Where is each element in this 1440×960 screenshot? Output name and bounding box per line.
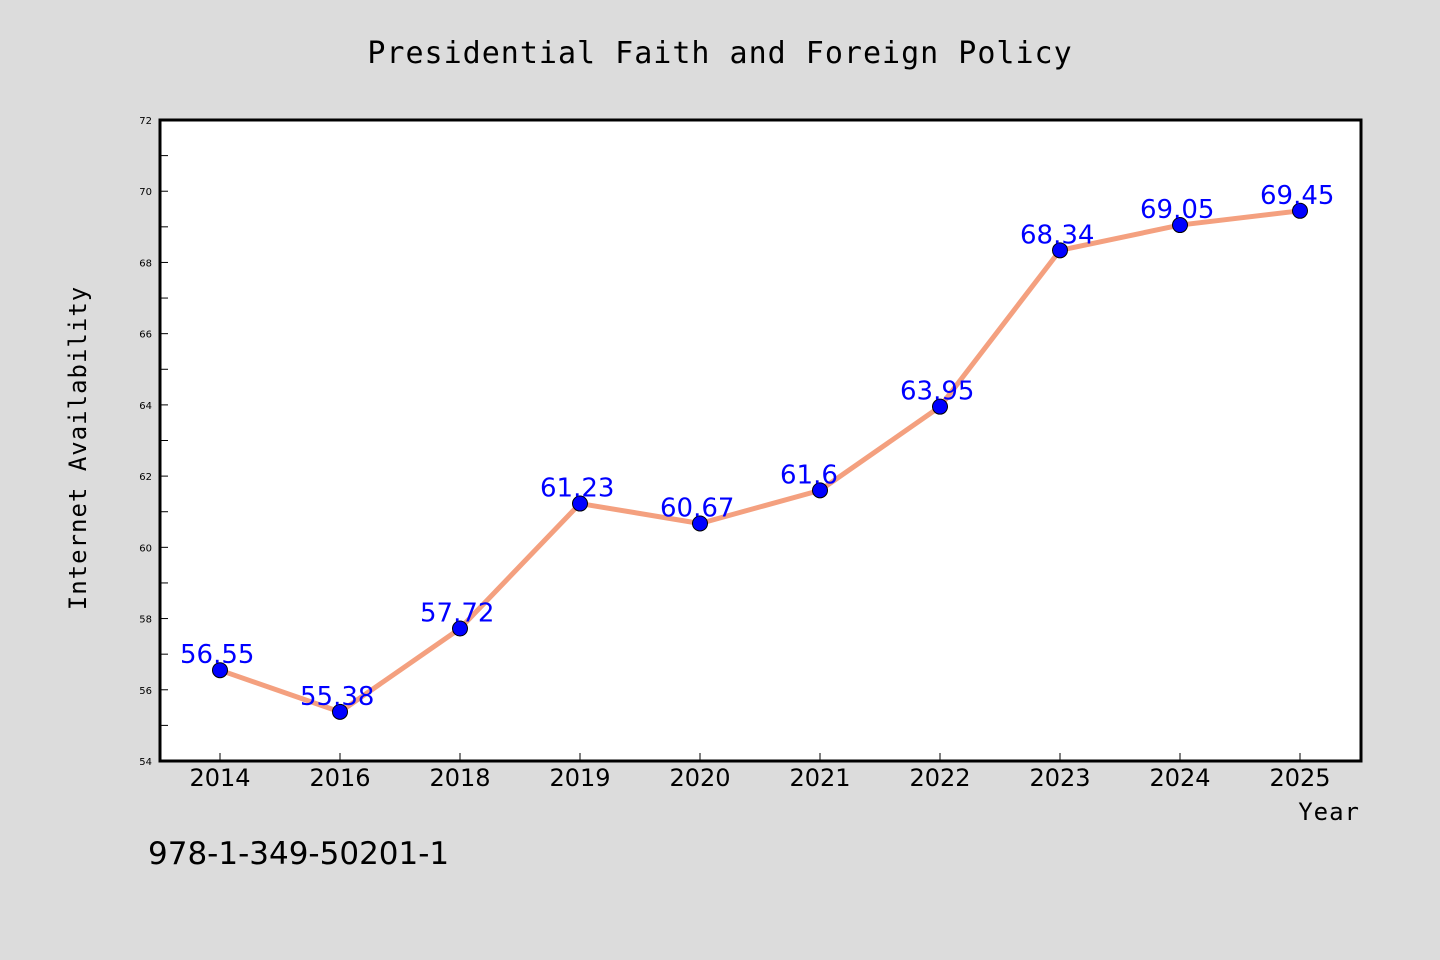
data-point: [692, 515, 708, 532]
data-point: [1292, 202, 1308, 219]
x-tick-label: 2016: [309, 764, 370, 792]
x-tick-label: 2022: [909, 764, 970, 792]
y-axis-label: Internet Availability: [64, 286, 92, 610]
x-tick-label: 2020: [669, 764, 730, 792]
x-tick-label: 2025: [1269, 764, 1330, 792]
x-axis-label: Year: [1298, 798, 1360, 826]
y-tick-label: 72: [139, 116, 152, 127]
data-label: 57.72: [420, 599, 494, 629]
data-point: [452, 620, 468, 637]
data-point: [932, 398, 948, 415]
data-label: 61.23: [540, 474, 614, 504]
footer-code: 978-1-349-50201-1: [148, 836, 449, 872]
x-tick-label: 2014: [189, 764, 250, 792]
data-point: [332, 703, 348, 720]
data-label: 63.95: [900, 377, 974, 407]
data-label: 60.67: [660, 493, 734, 523]
series-layer: [212, 202, 1308, 720]
data-point: [812, 482, 828, 499]
y-tick-label: 68: [139, 258, 152, 269]
y-tick-label: 66: [139, 330, 152, 341]
data-label: 68.34: [1020, 220, 1094, 250]
y-tick-label: 62: [139, 472, 152, 483]
data-point: [1052, 242, 1068, 259]
x-axis-ticks: 2014 2016 2018 2019 2020 2021 2022 2023 2024 2025: [189, 753, 1331, 792]
data-label: 56.55: [180, 640, 254, 670]
data-point: [572, 495, 588, 512]
x-tick-label: 2018: [429, 764, 490, 792]
data-point: [212, 662, 228, 679]
y-axis-ticks: 54 56 58 60 62 64 66 68 70 72: [139, 116, 168, 768]
data-label: 69.05: [1140, 195, 1214, 225]
y-tick-label: 70: [139, 187, 152, 198]
x-tick-label: 2024: [1149, 764, 1210, 792]
y-tick-label: 56: [139, 686, 152, 697]
x-tick-label: 2023: [1029, 764, 1090, 792]
x-tick-label: 2021: [789, 764, 850, 792]
series-line: [217, 208, 1303, 715]
data-label: 61.6: [780, 460, 838, 490]
data-label: 55.38: [300, 682, 374, 712]
data-point: [1172, 217, 1188, 234]
y-tick-label: 64: [139, 401, 152, 412]
data-label: 69.45: [1260, 181, 1334, 211]
x-tick-label: 2019: [549, 764, 610, 792]
y-tick-label: 58: [139, 615, 152, 626]
y-tick-label: 60: [139, 543, 152, 554]
data-label-layer: 56.55 55.38 57.72 61.23 60.67 61.6 63.95 68.34 6…: [180, 181, 1334, 712]
y-tick-label: 54: [139, 757, 152, 768]
chart-title: Presidential Faith and Foreign Policy: [367, 36, 1072, 71]
